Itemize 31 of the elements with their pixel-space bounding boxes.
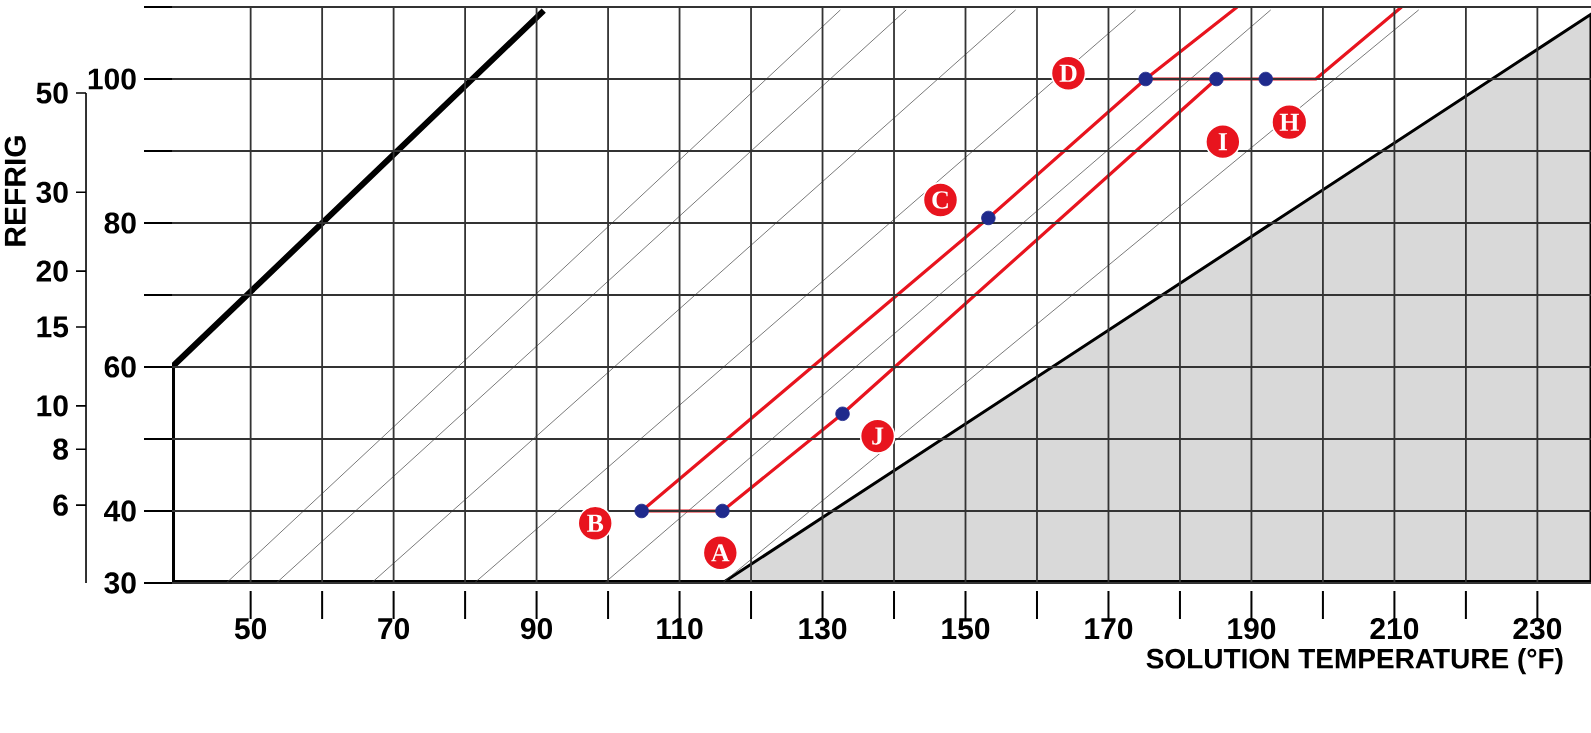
y-tick-label: 60 xyxy=(104,356,136,378)
annotation: I xyxy=(1218,133,1228,151)
x-tick-label: 110 xyxy=(657,618,703,640)
y-tick-label: 30 xyxy=(104,572,136,594)
x-tick-label: 90 xyxy=(520,618,553,640)
x-tick-label: 150 xyxy=(942,618,990,640)
y2-tick-label: 10 xyxy=(37,395,68,417)
x-tick-label: 190 xyxy=(1228,618,1276,640)
y-tick-label: 40 xyxy=(104,500,136,522)
x-tick-label: 50 xyxy=(234,618,267,640)
y2-tick-label: 6 xyxy=(53,494,68,516)
x-axis-title: SOLUTION TEMPERATURE (°F) xyxy=(1146,648,1563,675)
y-tick-label: 80 xyxy=(104,212,136,234)
y2-tick-label: 15 xyxy=(37,316,69,338)
annotation: J xyxy=(872,427,884,445)
y2-tick-label: 8 xyxy=(53,438,69,460)
y-tick-label: 100 xyxy=(88,68,136,90)
x-tick-label: 170 xyxy=(1085,618,1133,640)
y2-tick-label: 20 xyxy=(36,260,68,282)
x-tick-label: 210 xyxy=(1370,618,1419,640)
x-tick-label: 230 xyxy=(1513,618,1562,640)
annotation: H xyxy=(1279,113,1300,131)
annotation: C xyxy=(932,191,948,209)
y2-axis-title: REFRIG xyxy=(4,136,26,246)
x-tick-label: 70 xyxy=(378,618,410,640)
x-tick-label: 130 xyxy=(799,618,847,640)
y2-tick-label: 50 xyxy=(36,82,68,104)
annotation: D xyxy=(1059,64,1077,82)
annotation: A xyxy=(711,544,730,562)
y2-tick-label: 30 xyxy=(36,181,68,203)
annotation: B xyxy=(586,514,604,532)
